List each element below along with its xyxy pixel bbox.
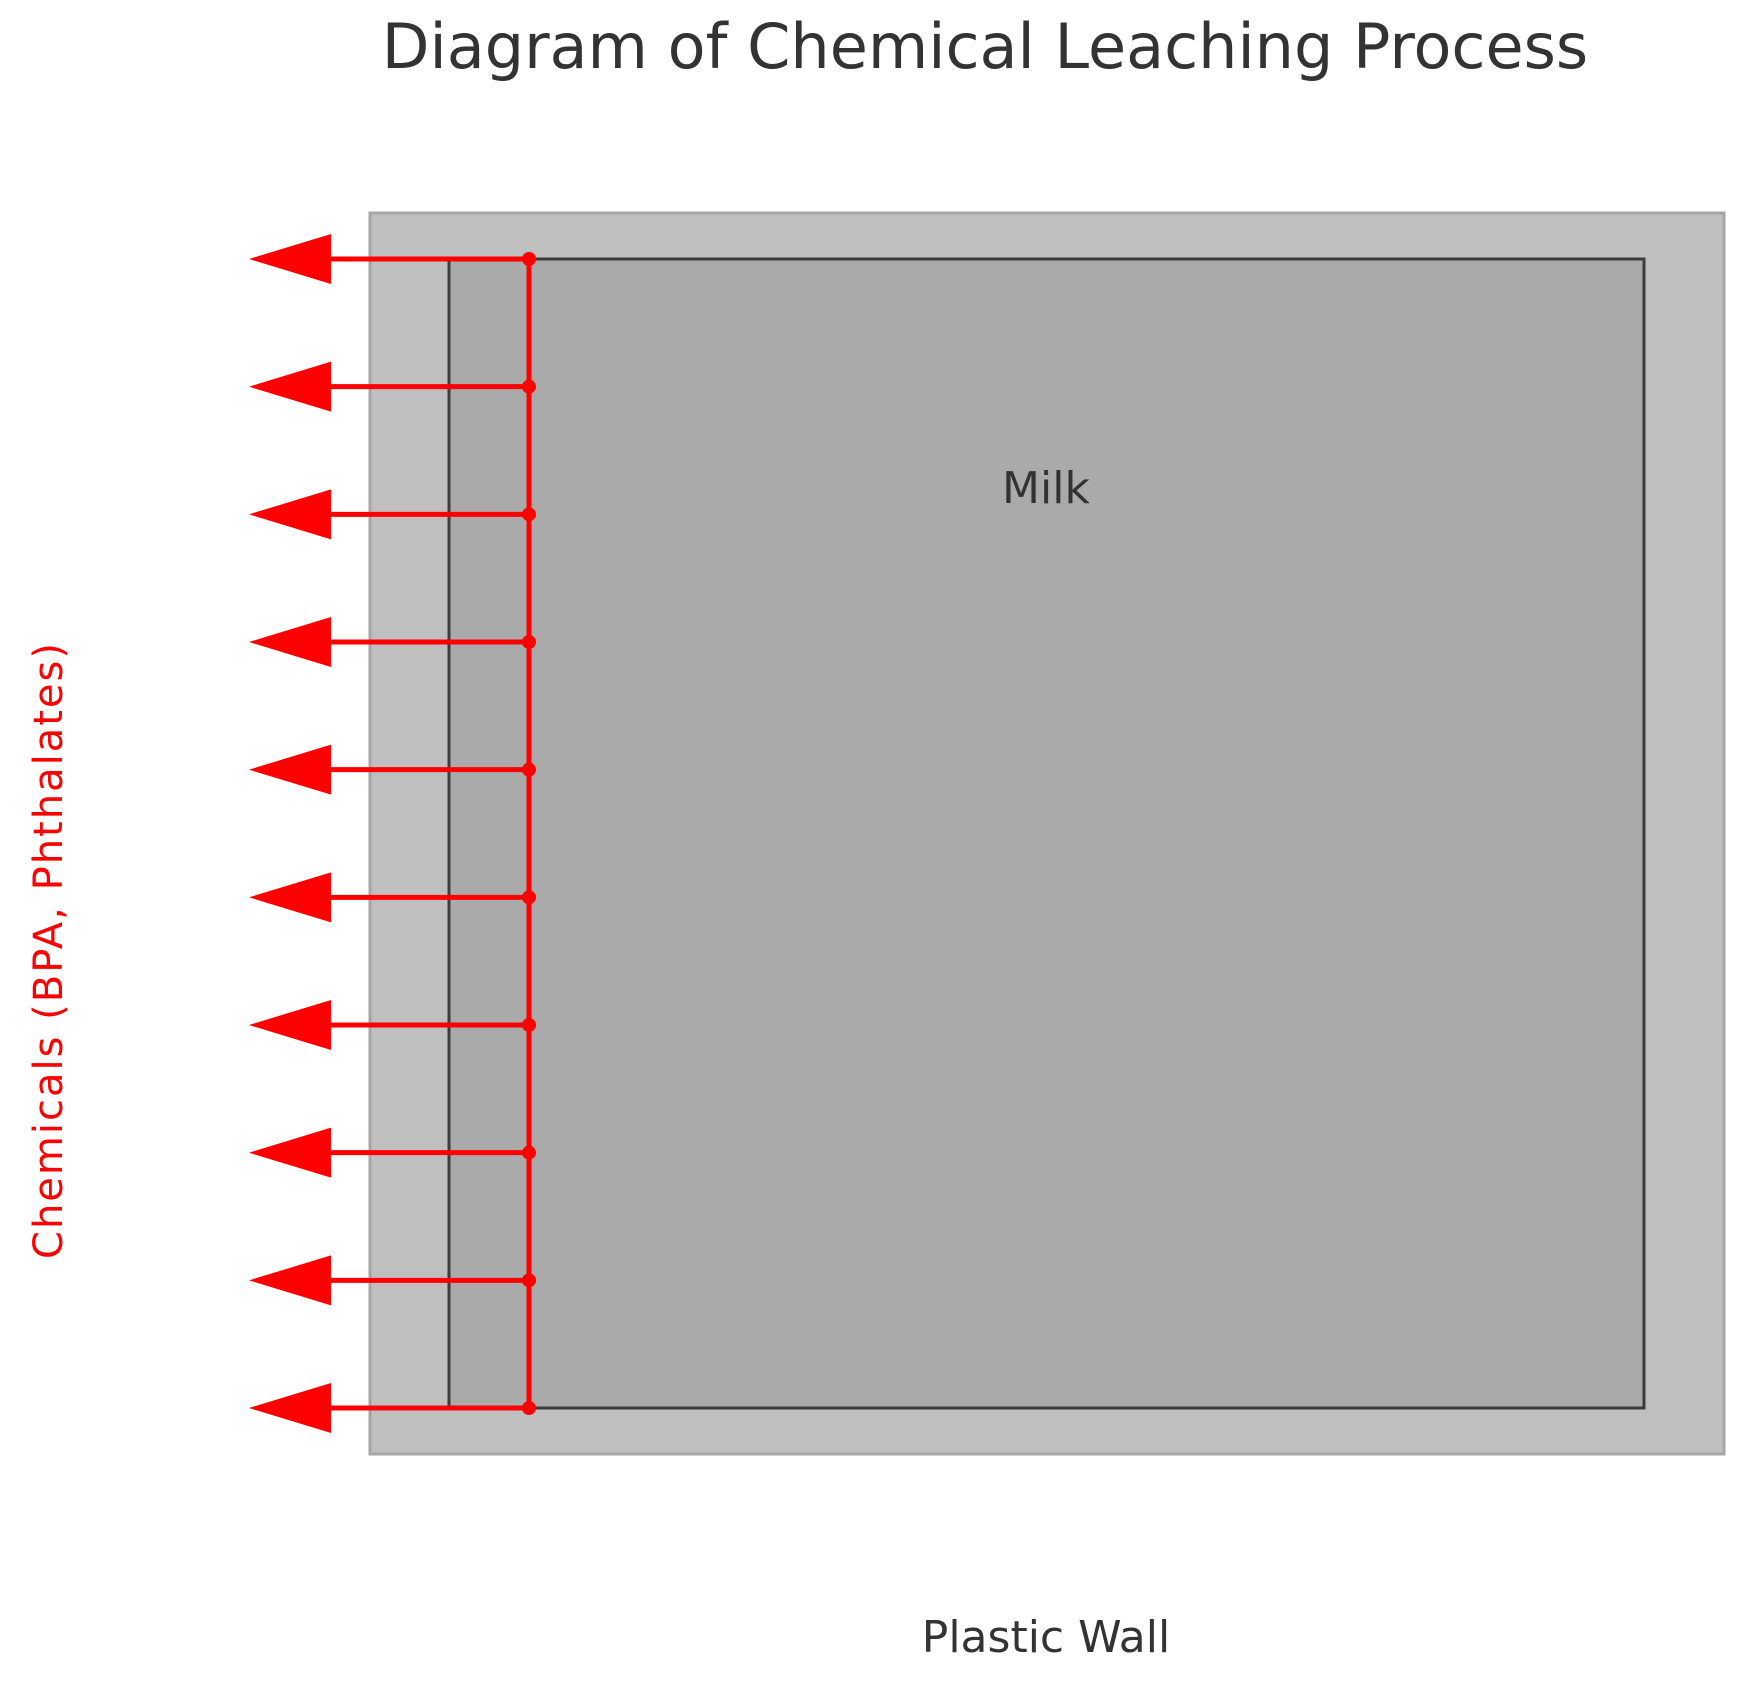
leaching-arrow	[249, 1383, 536, 1433]
arrow-origin-dot	[522, 1145, 536, 1160]
chemicals-label: Chemicals (BPA, Phthalates)	[26, 641, 72, 1259]
arrow-head	[249, 234, 331, 284]
milk-container-rect	[447, 257, 1646, 1410]
arrow-origin-dot	[522, 379, 536, 394]
leaching-arrow	[249, 1000, 536, 1050]
arrow-origin-dot	[522, 252, 536, 266]
arrow-head	[249, 1000, 331, 1050]
diagram-title: Diagram of Chemical Leaching Process	[382, 10, 1589, 83]
arrow-head	[249, 1383, 331, 1433]
arrow-head	[249, 1255, 331, 1306]
arrow-head	[249, 361, 331, 412]
leaching-arrow	[249, 1255, 536, 1306]
plastic-wall-label: Plastic Wall	[922, 1612, 1170, 1663]
arrow-head	[249, 617, 331, 667]
arrow-head	[249, 1127, 331, 1178]
arrow-head	[249, 489, 331, 540]
arrow-origin-dot	[522, 890, 536, 905]
leaching-arrow	[249, 872, 536, 923]
leaching-arrow	[249, 489, 536, 540]
arrow-origin-dot	[522, 1018, 536, 1032]
leaching-arrows	[249, 234, 536, 1433]
arrow-origin-dot	[522, 507, 536, 522]
leaching-arrow	[249, 234, 536, 284]
leaching-arrow	[249, 617, 536, 667]
leaching-arrow	[249, 744, 536, 795]
leaching-arrow	[249, 1127, 536, 1178]
arrow-origin-dot	[522, 635, 536, 649]
arrow-origin-dot	[522, 1273, 536, 1288]
arrow-origin-dot	[522, 1401, 536, 1415]
arrow-head	[249, 744, 331, 795]
milk-label: Milk	[1002, 463, 1090, 514]
arrow-head	[249, 872, 331, 923]
arrow-origin-dot	[522, 762, 536, 777]
leaching-arrow	[249, 361, 536, 412]
